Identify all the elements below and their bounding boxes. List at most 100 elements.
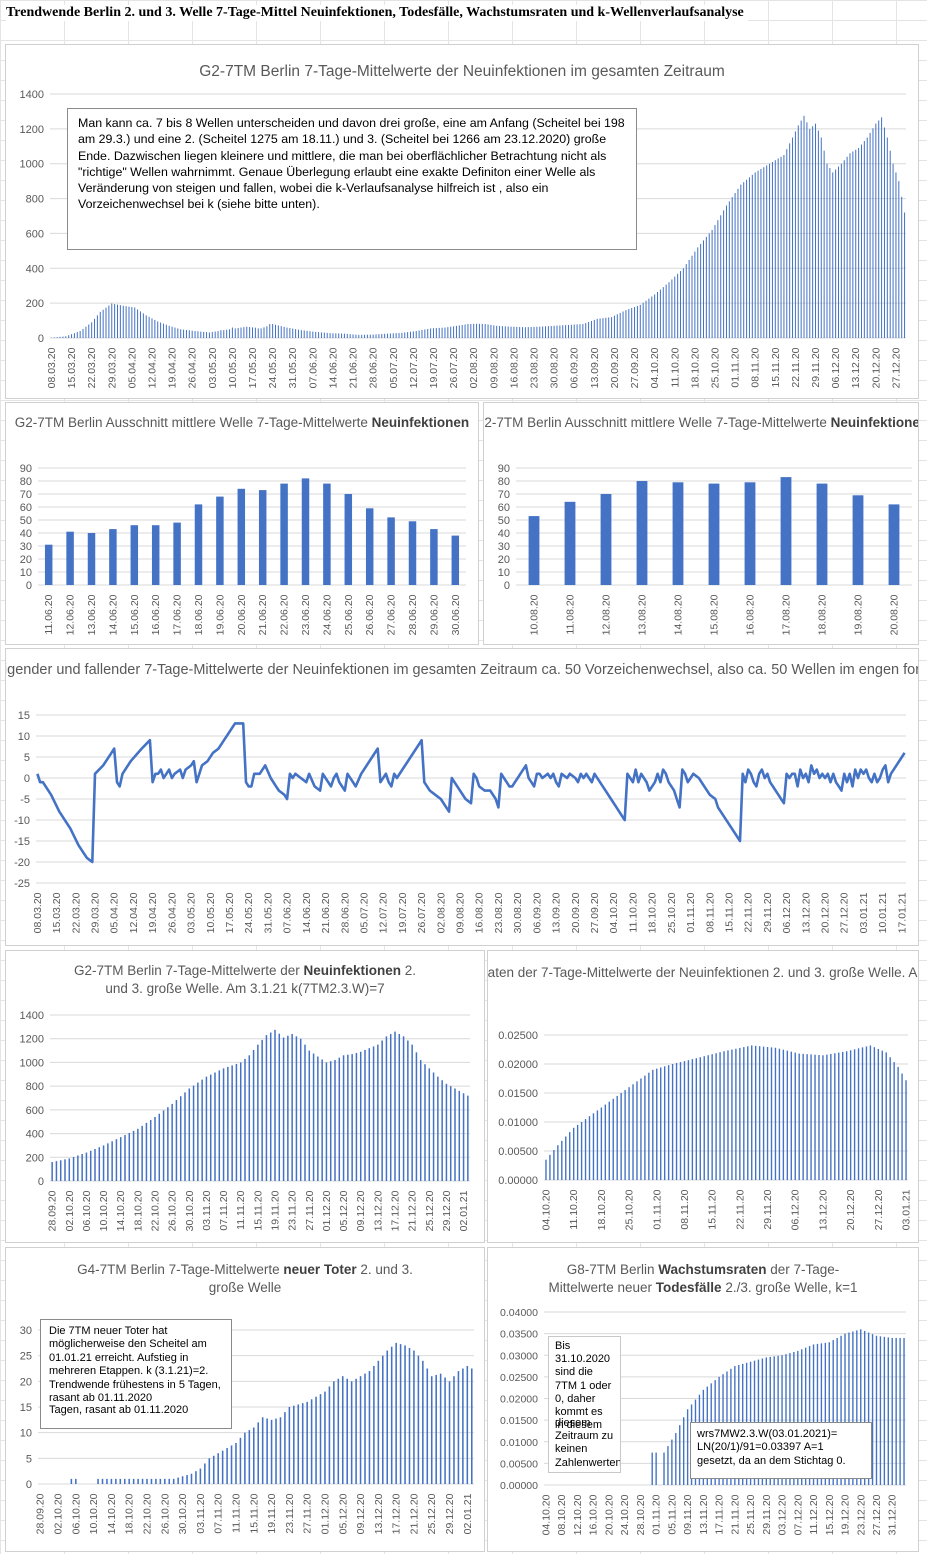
x-tick-label: 22.03.20 [86, 347, 98, 388]
x-tick-label: 10.08.20 [529, 594, 541, 635]
bar [762, 1046, 765, 1180]
bar [266, 1418, 268, 1484]
y-tick-label: 0.00000 [498, 1175, 538, 1187]
bar [185, 329, 187, 338]
bar [659, 289, 661, 338]
bar [778, 1048, 781, 1180]
bar [191, 330, 193, 338]
bar [588, 1116, 591, 1180]
y-tick-label: 0.02500 [498, 1030, 538, 1042]
x-tick-label: 02.08.20 [468, 347, 480, 388]
x-tick-label: 04.10.20 [540, 1494, 552, 1535]
x-tick-label: 10.10.20 [88, 1493, 100, 1534]
bar [349, 334, 351, 338]
bar [107, 1143, 109, 1181]
x-tick-label: 25.10.20 [709, 347, 721, 388]
bar [714, 225, 716, 338]
y-tick-label: 5 [24, 752, 30, 764]
bar [695, 1058, 698, 1180]
bar [123, 1478, 126, 1484]
x-tick-label: 08.11.20 [704, 892, 716, 932]
bar [590, 320, 592, 338]
bar [239, 1437, 242, 1484]
bar [458, 1090, 461, 1181]
bar [68, 335, 70, 338]
x-tick-label: 22.10.20 [150, 1190, 162, 1231]
bar [377, 1360, 380, 1484]
bar [91, 322, 93, 338]
bar [743, 1047, 745, 1180]
bar [89, 1150, 92, 1181]
bar [462, 1093, 465, 1181]
bar [481, 323, 483, 338]
x-tick-label: 06.09.20 [569, 347, 581, 388]
series-line [36, 722, 906, 864]
bar [872, 128, 874, 338]
bar [208, 1458, 211, 1484]
bar [418, 330, 420, 338]
bar [688, 259, 690, 338]
bar [657, 291, 659, 338]
bar [295, 329, 297, 338]
x-tick-label: 28.09.20 [47, 1190, 59, 1231]
bar [865, 1046, 868, 1180]
bar [886, 137, 888, 338]
bar [783, 155, 785, 338]
bar [889, 1057, 891, 1180]
x-tick-label: 15.11.20 [248, 1493, 260, 1533]
bar [625, 310, 627, 338]
x-tick-label: 19.04.20 [167, 347, 179, 388]
bar [640, 1078, 642, 1180]
bar [278, 1033, 281, 1181]
x-tick-label: 12.07.20 [378, 892, 390, 933]
bar [582, 324, 584, 338]
bar [141, 1478, 144, 1484]
bar [188, 330, 190, 338]
bar [148, 316, 150, 338]
x-tick-label: 17.01.21 [896, 892, 908, 933]
bar [875, 123, 877, 338]
y-tick-label: 1000 [20, 1057, 44, 1069]
bar [329, 1061, 332, 1181]
bar [59, 336, 61, 338]
x-tick-label: 11.10.20 [627, 892, 639, 932]
bar [203, 331, 205, 338]
x-tick-label: 14.06.20 [107, 594, 119, 635]
bar [822, 1055, 824, 1180]
bar [448, 1381, 451, 1484]
bar [898, 181, 900, 338]
chart-title-bold: Wachstumsraten [658, 1262, 766, 1277]
bar [364, 334, 366, 338]
bar [801, 1349, 803, 1485]
bar [175, 1100, 178, 1181]
x-tick-label: 13.12.20 [800, 892, 812, 933]
bar [139, 311, 141, 338]
bar [162, 1110, 165, 1181]
bar [829, 168, 831, 338]
bar [404, 1345, 406, 1484]
x-tick-label: 29.11.20 [761, 1494, 773, 1534]
chart-title-bold: Neuinfektionen [372, 415, 470, 430]
y-tick-label: 600 [26, 1105, 44, 1117]
bar [542, 326, 544, 338]
bar [158, 1113, 161, 1181]
y-tick-label: -20 [14, 857, 30, 869]
bar [553, 1150, 555, 1180]
bar [283, 326, 285, 338]
chart-title: G8-7TM Berlin Wachstumsraten der 7-Tage- [567, 1262, 840, 1277]
bar [707, 1055, 709, 1180]
x-tick-label: 15.03.20 [51, 892, 63, 933]
x-tick-label: 11.10.20 [568, 1189, 580, 1229]
bar [137, 1478, 139, 1484]
bar [114, 304, 116, 338]
bar [499, 325, 501, 338]
bar [604, 1104, 607, 1180]
bar [101, 1478, 104, 1484]
bar [731, 197, 733, 338]
bar [814, 1054, 816, 1180]
bar [110, 1478, 113, 1484]
chart-title-rest: 2. und 3. [357, 1262, 413, 1277]
bar [780, 156, 782, 338]
x-tick-label: 28.10.20 [635, 1494, 647, 1535]
bar [102, 309, 104, 338]
